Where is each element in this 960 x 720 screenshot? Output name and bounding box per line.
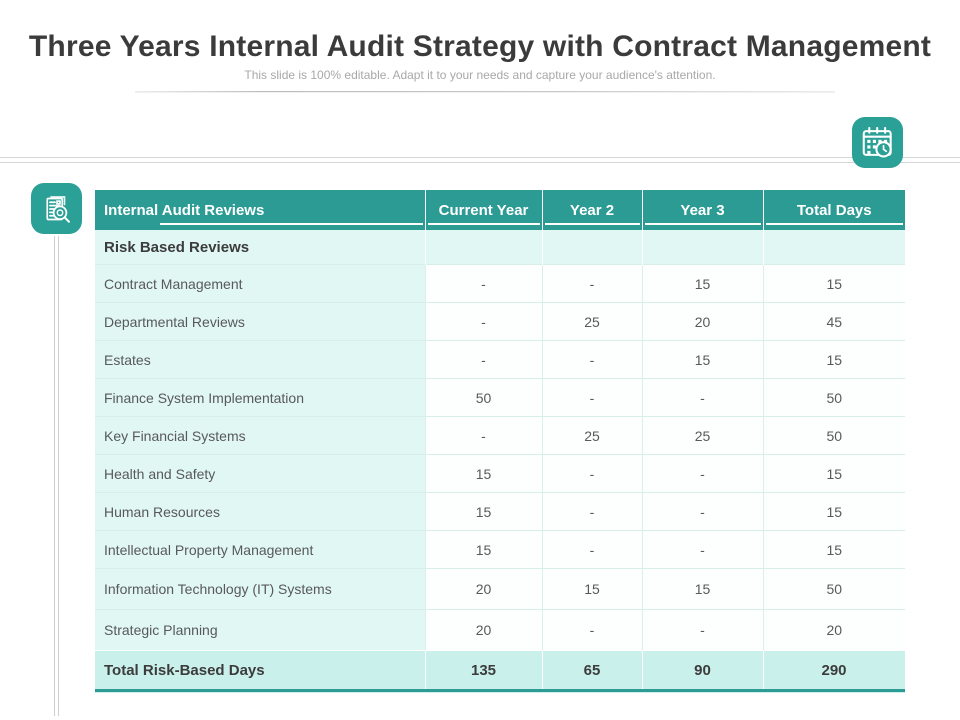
table-row: Departmental Reviews - 25 20 45 bbox=[95, 302, 905, 341]
year-2-cell: 25 bbox=[542, 302, 643, 341]
year-3-cell: 20 bbox=[642, 302, 764, 341]
year-3-cell: 15 bbox=[642, 264, 764, 303]
row-label-cell: Key Financial Systems bbox=[95, 416, 426, 455]
audit-document-search-icon bbox=[31, 183, 82, 234]
calendar-clock-icon bbox=[852, 117, 903, 168]
calendar-clock-glyph bbox=[862, 126, 892, 157]
current-year-cell: 15 bbox=[425, 530, 543, 569]
current-year-cell: - bbox=[425, 416, 543, 455]
year-3-cell: 15 bbox=[642, 340, 764, 379]
row-label-cell: Human Resources bbox=[95, 492, 426, 531]
section-row: Risk Based Reviews bbox=[95, 230, 906, 265]
year-2-cell: 15 bbox=[542, 568, 643, 610]
row-label-cell: Estates bbox=[95, 340, 426, 379]
table-row: Information Technology (IT) Systems 20 1… bbox=[95, 568, 905, 610]
year-3-cell: 15 bbox=[642, 568, 764, 610]
row-label-cell: Departmental Reviews bbox=[95, 302, 426, 341]
header-year-2: Year 2 bbox=[542, 190, 643, 230]
year-3-cell: - bbox=[642, 530, 764, 569]
table-row: Key Financial Systems - 25 25 50 bbox=[95, 416, 905, 455]
row-label-cell: Finance System Implementation bbox=[95, 378, 426, 417]
row-label-cell: Health and Safety bbox=[95, 454, 426, 493]
total-days-cell: 45 bbox=[763, 302, 905, 341]
year-2-cell: - bbox=[542, 340, 643, 379]
total-days-cell: 50 bbox=[763, 568, 905, 610]
audit-strategy-table: Internal Audit Reviews Current Year Year… bbox=[95, 190, 906, 692]
total-days-cell: 15 bbox=[763, 264, 905, 303]
current-year-cell: 15 bbox=[425, 454, 543, 493]
header-year-3: Year 3 bbox=[642, 190, 764, 230]
year-2-cell: 25 bbox=[542, 416, 643, 455]
current-year-cell: 135 bbox=[425, 650, 543, 689]
year-3-cell: - bbox=[642, 378, 764, 417]
left-vertical-line bbox=[54, 236, 59, 716]
header-internal-audit-reviews: Internal Audit Reviews bbox=[95, 190, 426, 230]
table-row: Finance System Implementation 50 - - 50 bbox=[95, 378, 905, 417]
empty-cell bbox=[425, 230, 543, 265]
year-2-cell: - bbox=[542, 378, 643, 417]
empty-cell bbox=[542, 230, 643, 265]
empty-cell bbox=[763, 230, 906, 265]
total-days-cell: 15 bbox=[763, 454, 905, 493]
row-label-cell: Strategic Planning bbox=[95, 609, 426, 651]
section-divider-line bbox=[0, 157, 960, 163]
current-year-cell: 50 bbox=[425, 378, 543, 417]
current-year-cell: 20 bbox=[425, 609, 543, 651]
year-2-cell: - bbox=[542, 454, 643, 493]
row-label-cell: Information Technology (IT) Systems bbox=[95, 568, 426, 610]
internal-audit-table: Internal Audit Reviews Current Year Year… bbox=[95, 190, 906, 689]
row-label-cell: Intellectual Property Management bbox=[95, 530, 426, 569]
row-label-cell: Contract Management bbox=[95, 264, 426, 303]
current-year-cell: - bbox=[425, 302, 543, 341]
year-2-cell: 65 bbox=[542, 650, 643, 689]
current-year-cell: 15 bbox=[425, 492, 543, 531]
year-2-cell: - bbox=[542, 264, 643, 303]
year-3-cell: 25 bbox=[642, 416, 764, 455]
header-current-year: Current Year bbox=[425, 190, 543, 230]
empty-cell bbox=[642, 230, 764, 265]
total-days-cell: 15 bbox=[763, 340, 905, 379]
table-row: Human Resources 15 - - 15 bbox=[95, 492, 905, 531]
total-days-cell: 15 bbox=[763, 530, 905, 569]
page-title: Three Years Internal Audit Strategy with… bbox=[28, 30, 932, 63]
current-year-cell: - bbox=[425, 340, 543, 379]
section-label: Risk Based Reviews bbox=[95, 230, 426, 265]
table-bottom-accent bbox=[95, 689, 905, 692]
current-year-cell: - bbox=[425, 264, 543, 303]
year-3-cell: - bbox=[642, 492, 764, 531]
total-days-cell: 50 bbox=[763, 416, 905, 455]
total-row: Total Risk-Based Days 135 65 90 290 bbox=[95, 650, 906, 689]
year-2-cell: - bbox=[542, 609, 643, 651]
header-total-days: Total Days bbox=[763, 190, 905, 230]
current-year-cell: 20 bbox=[425, 568, 543, 610]
total-days-cell: 15 bbox=[763, 492, 905, 531]
table-row: Strategic Planning 20 - - 20 bbox=[95, 609, 905, 651]
year-3-cell: - bbox=[642, 609, 764, 651]
table-row: Contract Management - - 15 15 bbox=[95, 264, 905, 303]
page-subtitle: This slide is 100% editable. Adapt it to… bbox=[244, 68, 716, 82]
table-header: Internal Audit Reviews Current Year Year… bbox=[95, 190, 905, 230]
year-3-cell: 90 bbox=[642, 650, 764, 689]
table-row: Intellectual Property Management 15 - - … bbox=[95, 530, 905, 569]
row-label-cell: Total Risk-Based Days bbox=[95, 650, 426, 689]
total-days-cell: 20 bbox=[763, 609, 905, 651]
year-2-cell: - bbox=[542, 492, 643, 531]
table-row: Estates - - 15 15 bbox=[95, 340, 905, 379]
year-2-cell: - bbox=[542, 530, 643, 569]
year-3-cell: - bbox=[642, 454, 764, 493]
header-row: Internal Audit Reviews Current Year Year… bbox=[95, 190, 905, 230]
table-row: Health and Safety 15 - - 15 bbox=[95, 454, 905, 493]
subtitle-divider bbox=[135, 91, 835, 92]
table-body: Risk Based Reviews Contract Management -… bbox=[95, 230, 906, 689]
total-days-cell: 50 bbox=[763, 378, 905, 417]
total-days-cell: 290 bbox=[763, 650, 906, 689]
audit-search-glyph bbox=[45, 195, 70, 223]
